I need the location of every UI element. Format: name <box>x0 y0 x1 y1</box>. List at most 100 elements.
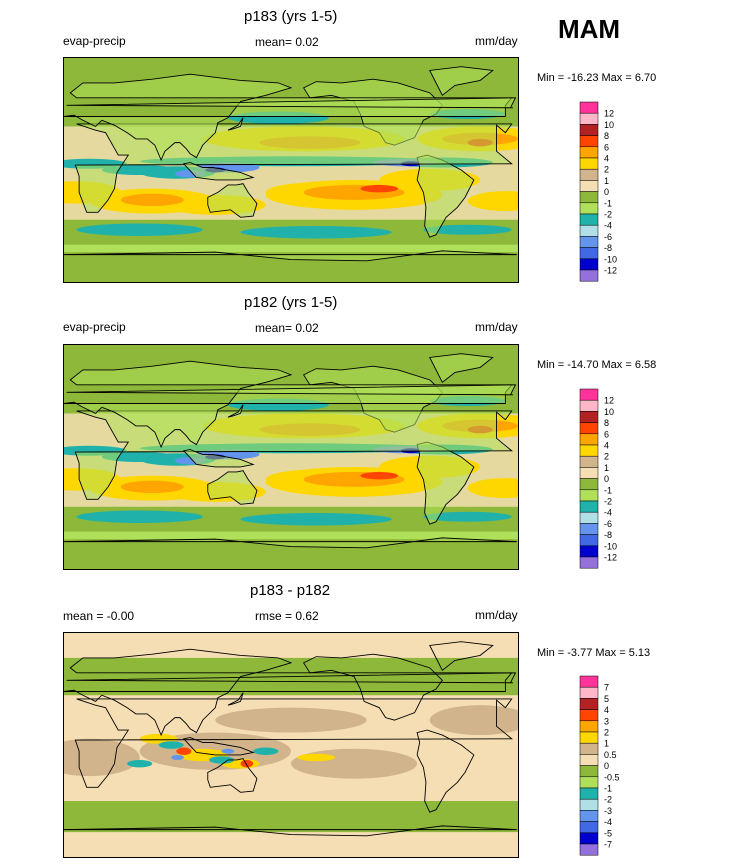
colorbar-box <box>579 180 599 192</box>
colorbar-label: 4 <box>604 705 609 715</box>
colorbar-label: 5 <box>604 694 609 704</box>
colorbar-box <box>579 168 599 181</box>
colorbar-box <box>579 720 599 733</box>
colorbar-label: -8 <box>604 243 612 253</box>
panel-1-units: mm/day <box>475 34 518 48</box>
colorbar-box <box>579 787 599 800</box>
continent-outline <box>227 404 244 418</box>
field-contour <box>240 759 254 768</box>
colorbar-label: 4 <box>604 441 609 451</box>
colorbar-label: -1 <box>604 198 612 208</box>
field-contour <box>158 741 184 749</box>
field-contour <box>171 754 184 760</box>
colorbar-label: 0 <box>604 474 609 484</box>
panel-3-title: p183 - p182 <box>250 582 331 599</box>
colorbar-label: -10 <box>604 254 617 264</box>
continent-outline <box>429 353 494 384</box>
continent-outline <box>182 737 255 756</box>
panel-1-map <box>63 57 519 283</box>
field-band <box>64 244 518 253</box>
colorbar-box <box>579 399 599 412</box>
colorbar-label: -12 <box>604 266 617 276</box>
colorbar-label: -4 <box>604 508 612 518</box>
colorbar-label: 12 <box>604 396 614 406</box>
panel-3-map <box>63 632 519 858</box>
field-contour <box>120 480 184 494</box>
continent-outline <box>66 672 517 684</box>
colorbar-box <box>579 247 599 260</box>
colorbar-box <box>579 213 599 226</box>
field-contour <box>76 510 203 523</box>
colorbar-box <box>579 224 599 237</box>
continent-outline <box>207 758 258 793</box>
panel-2-colorbar: 12 10 8 6 4 2 1 0 -1 -2 -4 -6 -8 -10 -12 <box>579 388 640 569</box>
colorbar-box <box>579 832 599 845</box>
colorbar-label: 1 <box>604 463 609 473</box>
season-label: MAM <box>558 14 621 44</box>
colorbar-label: 0 <box>604 761 609 771</box>
colorbar-label: 2 <box>604 728 609 738</box>
continent-outline <box>64 360 513 449</box>
colorbar-label: 7 <box>604 683 609 693</box>
field-contour <box>139 733 178 744</box>
panel-3-minmax: Min = -3.77 Max = 5.13 <box>537 647 651 659</box>
colorbar-label: 6 <box>604 142 609 152</box>
continent-outline <box>227 117 244 131</box>
continent-outline <box>64 250 517 262</box>
colorbar-box <box>579 411 599 423</box>
colorbar-box <box>579 686 599 699</box>
colorbar-label: -1 <box>604 784 612 794</box>
colorbar-box <box>579 556 599 569</box>
colorbar-box <box>579 742 599 755</box>
field-contour <box>176 747 192 755</box>
colorbar-box <box>579 843 599 856</box>
colorbar-label: -6 <box>604 232 612 242</box>
panel-1-mean: mean= 0.02 <box>255 35 319 49</box>
continent-outline <box>302 653 443 721</box>
colorbar-label: -7 <box>604 840 612 850</box>
panel-1-title: p183 (yrs 1-5) <box>244 8 338 25</box>
continent-outline <box>182 162 255 181</box>
field-contour <box>253 747 279 755</box>
colorbar-box <box>579 478 599 491</box>
colorbar-box <box>579 731 599 744</box>
field-band <box>64 531 518 540</box>
continent-outline <box>64 648 513 737</box>
colorbar-label: -8 <box>604 530 612 540</box>
field-contour <box>101 165 178 175</box>
panel-2-variable: evap-precip <box>63 320 126 334</box>
field-contour <box>467 191 518 212</box>
field-contour <box>64 738 140 777</box>
colorbar-box <box>579 765 599 778</box>
panel-1-minmax: Min = -16.23 Max = 6.70 <box>537 72 657 84</box>
colorbar-label: -10 <box>604 541 617 551</box>
colorbar-box <box>579 675 599 688</box>
continent-outline <box>429 66 494 97</box>
continent-outline <box>66 97 517 109</box>
colorbar-label: 10 <box>604 120 614 130</box>
colorbar-label: -1 <box>604 485 612 495</box>
continent-outline <box>64 73 513 162</box>
colorbar-box <box>579 709 599 722</box>
colorbar-box <box>579 422 599 435</box>
panel-3-rmse: rmse = 0.62 <box>255 609 319 623</box>
continent-outline <box>207 470 258 505</box>
colorbar-box <box>579 135 599 148</box>
colorbar-label: -6 <box>604 519 612 529</box>
colorbar-label: -4 <box>604 221 612 231</box>
colorbar-box <box>579 798 599 811</box>
colorbar-label: 2 <box>604 165 609 175</box>
continent-outline <box>227 692 244 706</box>
colorbar-box <box>579 157 599 170</box>
field-contour <box>221 748 235 754</box>
colorbar-box <box>579 489 599 502</box>
colorbar-box <box>579 821 599 834</box>
field-contour <box>429 705 518 736</box>
colorbar-box <box>579 388 599 401</box>
panel-2-title: p182 (yrs 1-5) <box>244 294 338 311</box>
colorbar-label: -4 <box>604 817 612 827</box>
field-contour <box>209 756 235 764</box>
field-contour <box>423 511 512 522</box>
field-contour <box>291 748 418 779</box>
colorbar-box <box>579 146 599 159</box>
